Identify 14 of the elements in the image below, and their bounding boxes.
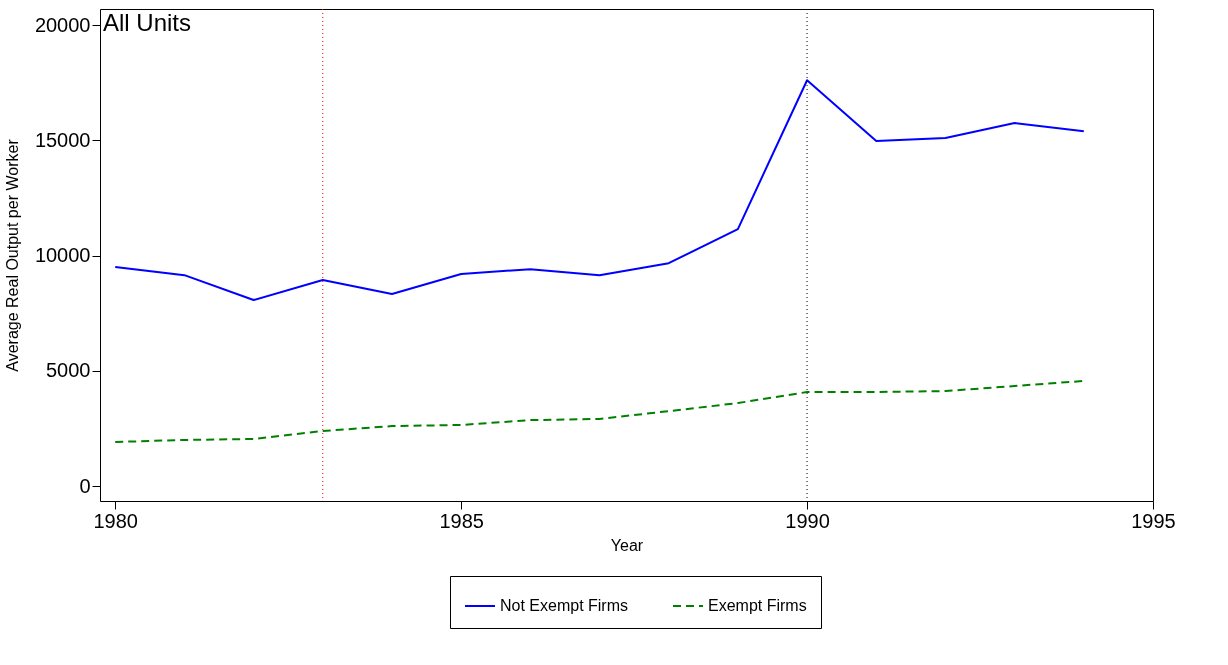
- annotation: All Units: [103, 9, 192, 36]
- x-axis-title: Year: [610, 536, 644, 554]
- y-tick-label: 20000: [34, 13, 91, 36]
- y-tick-label: 15000: [34, 128, 91, 151]
- y-tick-label: 10000: [34, 244, 91, 267]
- x-tick-label: 1990: [785, 509, 830, 532]
- y-tick-label: 0: [79, 474, 91, 497]
- y-tick-label: 5000: [46, 359, 91, 382]
- legend-label: Exempt Firms: [708, 597, 807, 614]
- x-tick-label: 1995: [1131, 509, 1176, 532]
- legend-label: Not Exempt Firms: [500, 597, 629, 614]
- x-tick-label: 1985: [439, 509, 484, 532]
- y-axis-title: Average Real Output per Worker: [3, 138, 21, 372]
- x-tick-label: 1980: [93, 509, 138, 532]
